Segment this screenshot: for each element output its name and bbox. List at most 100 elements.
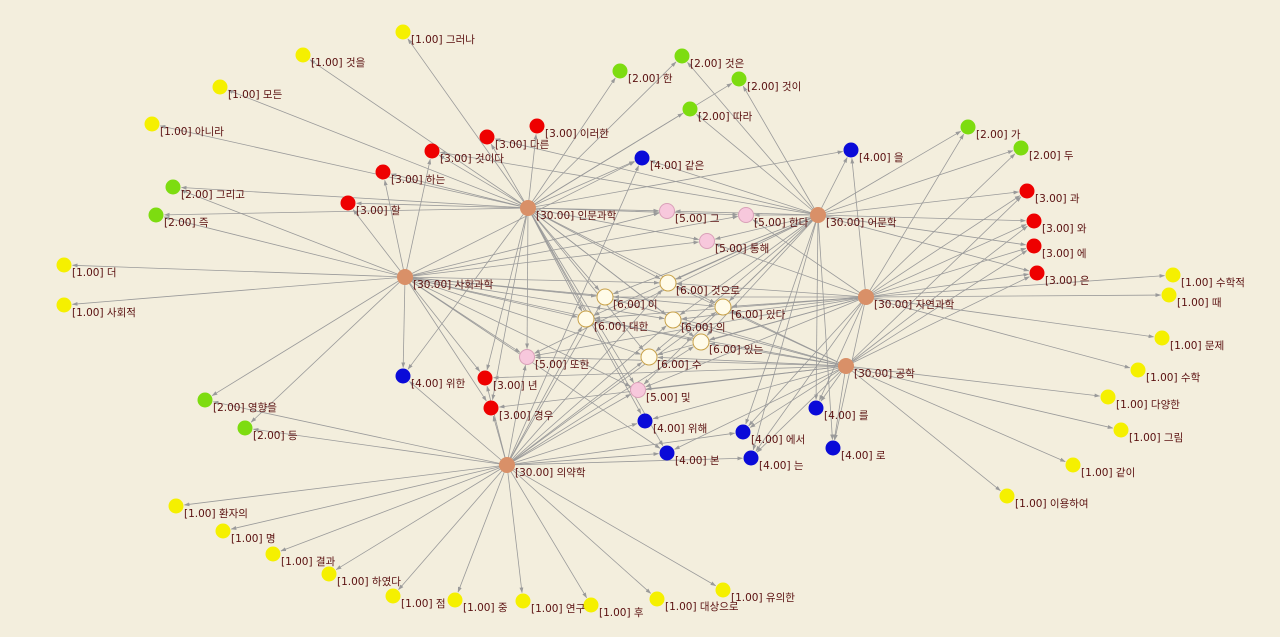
node-gachi[interactable]: [1.00] 같이 xyxy=(1065,457,1136,480)
node-wihae[interactable]: [4.00] 위해 xyxy=(637,413,708,436)
node-circle[interactable] xyxy=(56,257,72,273)
node-ttohan[interactable]: [5.00] 또한 xyxy=(519,349,590,372)
node-suhakjeok[interactable]: [1.00] 수학적 xyxy=(1165,267,1245,290)
node-language[interactable]: [30.00] 어문학 xyxy=(810,207,897,229)
node-hal[interactable]: [3.00] 할 xyxy=(340,195,401,218)
node-circle[interactable] xyxy=(583,597,599,613)
node-circle[interactable] xyxy=(397,269,413,285)
node-circle[interactable] xyxy=(479,129,495,145)
node-wihan[interactable]: [4.00] 위한 xyxy=(395,368,466,391)
node-geurim[interactable]: [1.00] 그림 xyxy=(1113,422,1184,445)
node-circle[interactable] xyxy=(515,593,531,609)
node-daesangeuro[interactable]: [1.00] 대상으로 xyxy=(649,591,739,614)
node-bon[interactable]: [4.00] 본 xyxy=(659,445,720,468)
node-sahoejeok[interactable]: [1.00] 사회적 xyxy=(56,297,136,320)
node-circle[interactable] xyxy=(168,498,184,514)
node-han[interactable]: [2.00] 한 xyxy=(612,63,673,86)
node-circle[interactable] xyxy=(825,440,841,456)
node-deo[interactable]: [1.00] 더 xyxy=(56,257,117,280)
node-natural[interactable]: [30.00] 자연과학 xyxy=(858,289,955,311)
node-hayeotda[interactable]: [1.00] 하였다 xyxy=(321,566,402,589)
node-ireohan[interactable]: [3.00] 이러한 xyxy=(529,118,610,141)
node-circle[interactable] xyxy=(499,457,515,473)
node-humanities[interactable]: [30.00] 인문과학 xyxy=(520,200,617,222)
node-ui[interactable]: [6.00] 의 xyxy=(664,311,726,334)
node-deung[interactable]: [2.00] 등 xyxy=(237,420,298,443)
node-geoseuro[interactable]: [6.00] 것으로 xyxy=(659,274,740,297)
node-itda[interactable]: [6.00] 있다 xyxy=(714,298,786,321)
node-social[interactable]: [30.00] 사회과학 xyxy=(397,269,494,291)
node-ga[interactable]: [2.00] 가 xyxy=(960,119,1021,142)
node-circle[interactable] xyxy=(743,450,759,466)
node-circle[interactable] xyxy=(738,207,754,223)
node-eseo[interactable]: [4.00] 에서 xyxy=(735,424,806,447)
node-circle[interactable] xyxy=(197,392,213,408)
node-geu[interactable]: [5.00] 그 xyxy=(659,203,720,226)
node-circle[interactable] xyxy=(477,370,493,386)
node-wa[interactable]: [3.00] 와 xyxy=(1026,213,1087,236)
node-gyeolgwa[interactable]: [1.00] 결과 xyxy=(265,546,336,569)
node-circle[interactable] xyxy=(1161,287,1177,303)
node-circle[interactable] xyxy=(321,566,337,582)
node-circle[interactable] xyxy=(659,274,677,292)
node-circle[interactable] xyxy=(577,310,595,328)
node-circle[interactable] xyxy=(674,48,690,64)
node-jeuk[interactable]: [2.00] 즉 xyxy=(148,207,209,230)
node-circle[interactable] xyxy=(395,24,411,40)
node-jung[interactable]: [1.00] 중 xyxy=(447,592,508,615)
node-circle[interactable] xyxy=(447,592,463,608)
node-haneun[interactable]: [3.00] 하는 xyxy=(375,164,446,187)
node-circle[interactable] xyxy=(715,582,731,598)
node-circle[interactable] xyxy=(1029,265,1045,281)
node-ro[interactable]: [4.00] 로 xyxy=(825,440,886,463)
node-ttara[interactable]: [2.00] 따라 xyxy=(682,101,753,124)
node-daehan[interactable]: [6.00] 대한 xyxy=(577,310,649,333)
node-myeong[interactable]: [1.00] 명 xyxy=(215,523,276,546)
node-dareun[interactable]: [3.00] 다른 xyxy=(479,129,550,152)
node-circle[interactable] xyxy=(634,150,650,166)
node-circle[interactable] xyxy=(735,424,751,440)
node-hu[interactable]: [1.00] 후 xyxy=(583,597,644,620)
node-circle[interactable] xyxy=(1026,213,1042,229)
node-circle[interactable] xyxy=(340,195,356,211)
node-circle[interactable] xyxy=(664,311,682,329)
node-circle[interactable] xyxy=(731,71,747,87)
node-mit[interactable]: [5.00] 및 xyxy=(630,382,691,405)
node-circle[interactable] xyxy=(682,101,698,117)
node-circle[interactable] xyxy=(640,348,658,366)
node-geurigo[interactable]: [2.00] 그리고 xyxy=(165,179,246,202)
node-circle[interactable] xyxy=(1019,183,1035,199)
node-hwanjaui[interactable]: [1.00] 환자의 xyxy=(168,498,248,521)
node-circle[interactable] xyxy=(1165,267,1181,283)
node-circle[interactable] xyxy=(1113,422,1129,438)
node-geosi[interactable]: [2.00] 것이 xyxy=(731,71,802,94)
node-circle[interactable] xyxy=(1065,457,1081,473)
node-medicine[interactable]: [30.00] 의약학 xyxy=(499,457,586,479)
node-circle[interactable] xyxy=(215,523,231,539)
node-circle[interactable] xyxy=(395,368,411,384)
node-circle[interactable] xyxy=(1130,362,1146,378)
node-handa[interactable]: [5.00] 한다 xyxy=(738,207,809,230)
node-circle[interactable] xyxy=(212,79,228,95)
node-circle[interactable] xyxy=(630,382,646,398)
node-engineering[interactable]: [30.00] 공학 xyxy=(838,358,915,380)
node-suhak[interactable]: [1.00] 수학 xyxy=(1130,362,1201,385)
node-tonghae[interactable]: [5.00] 통해 xyxy=(699,233,770,256)
node-circle[interactable] xyxy=(838,358,854,374)
node-yeonghyang[interactable]: [2.00] 영향을 xyxy=(197,392,278,415)
node-circle[interactable] xyxy=(612,63,628,79)
node-e[interactable]: [3.00] 에 xyxy=(1026,238,1087,261)
node-circle[interactable] xyxy=(637,413,653,429)
node-circle[interactable] xyxy=(529,118,545,134)
node-circle[interactable] xyxy=(375,164,391,180)
node-circle[interactable] xyxy=(520,200,536,216)
node-iyonghayeo[interactable]: [1.00] 이용하여 xyxy=(999,488,1089,511)
node-neun[interactable]: [4.00] 는 xyxy=(743,450,804,473)
node-circle[interactable] xyxy=(649,591,665,607)
node-dayanghan[interactable]: [1.00] 다양한 xyxy=(1100,389,1181,412)
node-circle[interactable] xyxy=(659,445,675,461)
node-reul[interactable]: [4.00] 를 xyxy=(808,400,869,423)
node-geoseul[interactable]: [1.00] 것을 xyxy=(295,47,366,70)
node-yeongu[interactable]: [1.00] 연구 xyxy=(515,593,586,616)
node-geureona[interactable]: [1.00] 그러나 xyxy=(395,24,476,47)
